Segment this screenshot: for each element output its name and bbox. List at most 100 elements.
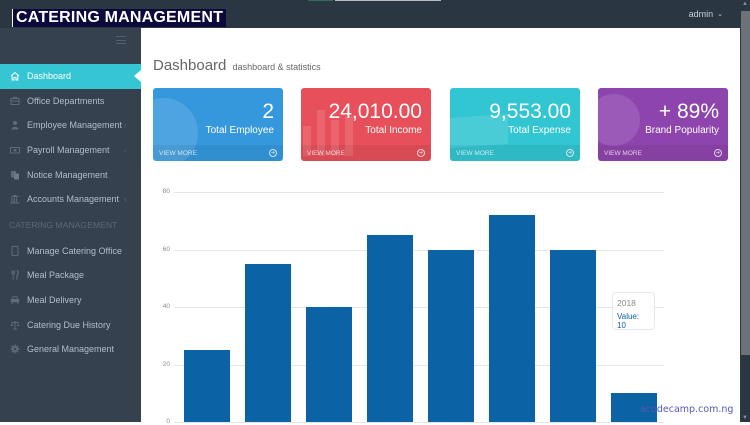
stat-card-total-employee: 2 Total Employee VIEW MORE ➜ [153,88,283,161]
stat-card-total-income: 24,010.00 Total Income VIEW MORE ➜ [301,88,431,161]
view-more-link[interactable]: VIEW MORE ➜ [301,145,431,161]
chart-bar[interactable] [184,350,230,422]
menu-toggler-icon[interactable] [116,36,126,44]
sidebar-item-label: Employee Management [27,120,123,131]
sidebar-item-label: Manage Catering Office [27,245,122,256]
home-icon [10,71,20,81]
chart-bar[interactable] [611,393,657,422]
sidebar-item-catering-due-history[interactable]: Catering Due History [0,312,141,337]
chevron-left-icon: ‹ [124,145,127,156]
page-title-text: Dashboard [153,57,227,74]
y-axis-tick-label: 60 [162,245,170,253]
chevron-left-icon: ‹ [124,194,127,205]
sidebar-item-label: Catering Due History [27,319,111,330]
gear-icon [10,344,20,354]
stat-label: Total Expense [508,125,571,136]
sidebar-item-payroll-management[interactable]: Payroll Management ‹ [0,138,141,163]
money-icon [10,145,20,155]
sidebar-item-dashboard[interactable]: Dashboard [0,64,141,89]
sidebar-item-accounts-management[interactable]: Accounts Management ‹ [0,187,141,212]
sidebar-item-label: Notice Management [27,169,108,180]
sidebar-item-manage-catering-office[interactable]: Manage Catering Office [0,239,141,264]
arrow-circle-right-icon: ➜ [417,149,425,157]
sidebar-item-notice-management[interactable]: Notice Management [0,162,141,187]
sidebar-item-meal-package[interactable]: Meal Package [0,263,141,288]
sidebar-item-office-departments[interactable]: Office Departments [0,89,141,114]
watermark: acodecamp.com.ng [640,404,734,415]
chart-bar[interactable] [489,215,535,422]
bar-chart-deco-segment [331,120,339,156]
tablet-icon [10,245,20,256]
view-more-link[interactable]: VIEW MORE ➜ [598,145,728,161]
cutlery-icon [10,270,20,280]
bank-icon [10,194,20,204]
chart-bar[interactable] [245,263,291,422]
stat-label: Total Employee [205,125,274,136]
brand-logo[interactable]: CATERING MANAGEMENT [12,9,227,27]
chevron-left-icon: ‹ [124,120,127,131]
scrollbar-thumb[interactable] [741,11,750,355]
sidebar-nav: Dashboard Office Departments Employee Ma… [0,64,141,362]
arrow-circle-right-icon: ➜ [714,149,722,157]
sidebar-item-label: Dashboard [27,71,72,82]
tooltip-category: 2018 [617,298,636,308]
view-more-label: VIEW MORE [456,149,494,157]
page-scrollbar[interactable]: ▲ ▼ [740,0,750,422]
stat-label: Brand Popularity [645,125,719,136]
stat-card-total-expense: 9,553.00 Total Expense VIEW MORE ➜ [450,88,580,161]
user-menu[interactable]: admin ⌄ [689,9,723,19]
view-more-label: VIEW MORE [159,149,197,157]
bar-chart: 80 60 40 20 0 2018 Value: 10 [141,183,740,425]
main-content: Dashboard dashboard & statistics 2 Total… [141,28,740,425]
chart-tooltip: 2018 Value: 10 [612,292,655,330]
top-navbar: CATERING MANAGEMENT admin ⌄ [0,0,740,28]
chart-bar[interactable] [428,249,474,422]
scroll-up-icon[interactable]: ▲ [742,1,748,7]
chart-bar[interactable] [550,249,596,422]
chart-bar[interactable] [306,307,352,422]
sidebar-item-employee-management[interactable]: Employee Management ‹ [0,113,141,138]
bar-chart-deco-segment [317,110,325,156]
stat-value: 2 [262,100,274,123]
bar-chart-deco-segment [345,116,353,156]
view-more-label: VIEW MORE [307,149,345,157]
gridline [174,192,664,193]
y-axis-tick-label: 80 [162,188,170,195]
top-strip [335,0,441,1]
arrow-circle-right-icon: ➜ [566,149,574,157]
stat-value: 24,010.00 [328,100,422,123]
top-strip-accent [308,0,333,1]
sidebar-item-label: Meal Delivery [27,295,82,306]
gridline [174,364,664,366]
bar-chart-deco-icon [303,126,311,156]
sidebar-item-meal-delivery[interactable]: Meal Delivery [0,288,141,313]
balance-scale-icon [10,320,20,330]
briefcase-icon [10,96,20,106]
stat-label: Total Income [365,125,422,136]
y-axis-tick-label: 40 [162,303,170,310]
sidebar-item-label: Accounts Management [27,194,120,205]
sidebar-item-label: Meal Package [27,270,85,281]
sidebar: Dashboard Office Departments Employee Ma… [0,28,141,422]
stat-card-brand-popularity: + 89% Brand Popularity VIEW MORE ➜ [598,88,728,161]
car-icon [10,295,20,305]
gridline [174,249,664,251]
sidebar-item-general-management[interactable]: General Management [0,337,141,362]
gridline [174,307,664,308]
stat-value: 9,553.00 [489,100,571,123]
y-axis-tick-label: 20 [162,360,170,368]
copy-icon [10,170,20,180]
chart-bar[interactable] [367,235,413,422]
tooltip-value: Value: 10 [617,312,640,330]
view-more-link[interactable]: VIEW MORE ➜ [153,145,283,161]
scroll-down-icon[interactable]: ▼ [742,415,748,421]
view-more-label: VIEW MORE [604,149,642,157]
gridline [174,422,664,423]
stat-value: + 89% [658,100,719,123]
page-subtitle: dashboard & statistics [232,62,321,72]
page-title: Dashboard dashboard & statistics [153,57,321,74]
view-more-link[interactable]: VIEW MORE ➜ [450,145,580,161]
arrow-circle-right-icon: ➜ [269,149,277,157]
globe-deco-icon [598,94,640,146]
user-name: admin [688,9,714,19]
